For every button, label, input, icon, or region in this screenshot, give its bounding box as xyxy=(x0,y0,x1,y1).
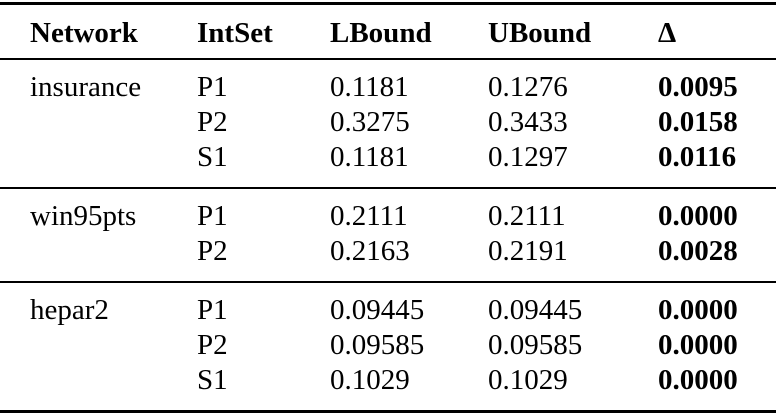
table-row: hepar2 P1 0.09445 0.09445 0.0000 xyxy=(0,282,776,328)
table-row: P2 0.09585 0.09585 0.0000 xyxy=(0,328,776,363)
lbound-cell: 0.1181 xyxy=(330,71,409,103)
lbound-cell: 0.1029 xyxy=(330,364,410,396)
ubound-cell: 0.1029 xyxy=(488,364,568,396)
table-row: P2 0.3275 0.3433 0.0158 xyxy=(0,105,776,140)
delta-cell: 0.0000 xyxy=(658,329,738,361)
intset-cell: P1 xyxy=(197,294,228,326)
network-cell: insurance xyxy=(30,71,142,103)
column-header-intset: IntSet xyxy=(197,3,330,60)
intset-cell: P2 xyxy=(197,235,228,267)
table-row: S1 0.1029 0.1029 0.0000 xyxy=(0,363,776,412)
lbound-cell: 0.09585 xyxy=(330,329,425,361)
intset-cell: P2 xyxy=(197,329,228,361)
intset-cell: S1 xyxy=(197,141,228,173)
ubound-cell: 0.1276 xyxy=(488,71,568,103)
lbound-cell: 0.3275 xyxy=(330,106,410,138)
network-group: insurance P1 0.1181 0.1276 0.0095 P2 0.3275 0.3… xyxy=(0,59,776,188)
ubound-cell: 0.2191 xyxy=(488,235,568,267)
ubound-cell: 0.09585 xyxy=(488,329,583,361)
column-header-ubound: UBound xyxy=(488,3,658,60)
table-header: Network IntSet LBound UBound Δ xyxy=(0,3,776,60)
lbound-cell: 0.2111 xyxy=(330,200,408,232)
lbound-cell: 0.09445 xyxy=(330,294,425,326)
network-cell xyxy=(0,105,197,140)
intset-cell: S1 xyxy=(197,364,228,396)
lbound-cell: 0.2163 xyxy=(330,235,410,267)
lbound-cell: 0.1181 xyxy=(330,141,409,173)
ubound-cell: 0.2111 xyxy=(488,200,566,232)
table-row: win95pts P1 0.2111 0.2111 0.0000 xyxy=(0,188,776,234)
delta-cell: 0.0000 xyxy=(658,200,738,232)
table-row: S1 0.1181 0.1297 0.0116 xyxy=(0,140,776,188)
network-group: win95pts P1 0.2111 0.2111 0.0000 P2 0.2163 0.21… xyxy=(0,188,776,282)
network-cell: hepar2 xyxy=(30,294,109,326)
column-header-lbound: LBound xyxy=(330,3,488,60)
network-cell xyxy=(0,328,197,363)
column-header-network: Network xyxy=(0,3,197,60)
network-cell xyxy=(0,234,197,282)
intset-cell: P1 xyxy=(197,200,228,232)
network-cell: win95pts xyxy=(30,200,137,232)
delta-cell: 0.0028 xyxy=(658,235,738,267)
table-row: P2 0.2163 0.2191 0.0028 xyxy=(0,234,776,282)
ubound-cell: 0.09445 xyxy=(488,294,583,326)
delta-cell: 0.0158 xyxy=(658,106,738,138)
ubound-cell: 0.3433 xyxy=(488,106,568,138)
intset-cell: P2 xyxy=(197,106,228,138)
network-cell xyxy=(0,363,197,412)
table-row: insurance P1 0.1181 0.1276 0.0095 xyxy=(0,59,776,105)
delta-cell: 0.0000 xyxy=(658,294,738,326)
network-group: hepar2 P1 0.09445 0.09445 0.0000 P2 0.09585 0.0… xyxy=(0,282,776,412)
delta-cell: 0.0000 xyxy=(658,364,738,396)
delta-cell: 0.0095 xyxy=(658,71,738,103)
header-row: Network IntSet LBound UBound Δ xyxy=(0,3,776,60)
column-header-delta: Δ xyxy=(658,3,776,60)
ubound-cell: 0.1297 xyxy=(488,141,568,173)
network-cell xyxy=(0,140,197,188)
delta-cell: 0.0116 xyxy=(658,141,737,173)
intset-cell: P1 xyxy=(197,71,228,103)
